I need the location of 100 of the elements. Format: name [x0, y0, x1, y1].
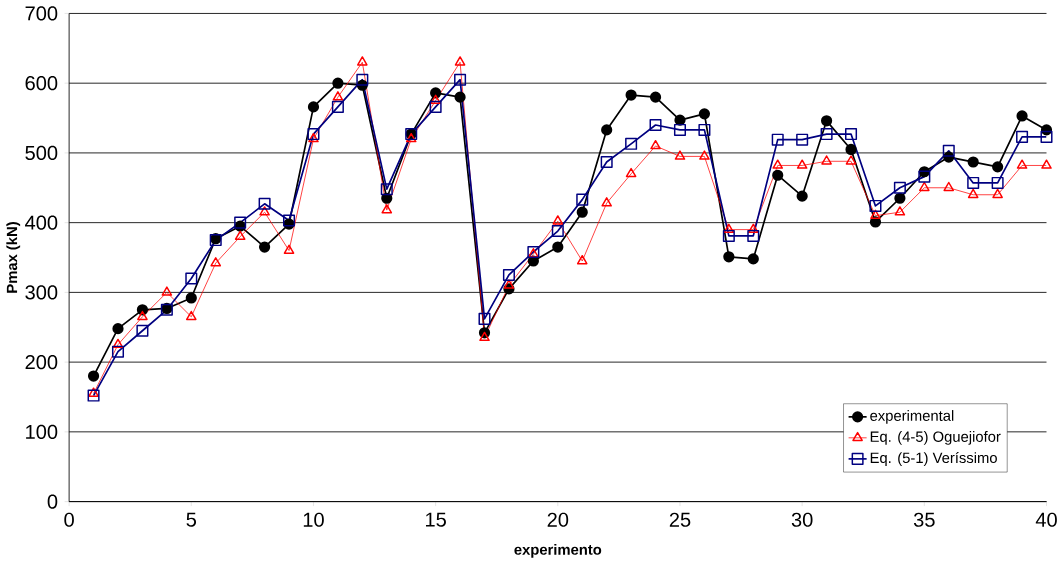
- point: [992, 188, 1003, 199]
- x-tick-label: 5: [186, 512, 197, 527]
- point: [747, 229, 760, 242]
- y-tick-label: 700: [25, 6, 58, 21]
- point: [698, 108, 711, 120]
- point: [845, 128, 858, 141]
- x-tick-label: 35: [913, 512, 935, 527]
- point: [772, 169, 784, 181]
- point: [405, 132, 417, 143]
- point: [1016, 110, 1028, 122]
- y-tick-label: 200: [25, 354, 58, 370]
- point: [747, 253, 759, 265]
- point: [234, 216, 247, 229]
- point: [893, 181, 906, 194]
- point: [479, 331, 490, 342]
- point: [625, 89, 637, 101]
- x-tick-label: 15: [426, 512, 446, 527]
- x-tick-label: 40: [1035, 512, 1057, 527]
- point: [1016, 130, 1029, 143]
- point: [942, 144, 955, 157]
- x-tick-label: 10: [303, 512, 324, 527]
- point: [820, 128, 833, 141]
- point: [478, 312, 491, 325]
- point: [967, 156, 979, 168]
- point: [967, 188, 979, 199]
- point: [381, 204, 393, 214]
- x-tick-label: 0: [64, 512, 74, 527]
- point: [625, 167, 637, 178]
- point: [136, 324, 149, 337]
- y-axis-title: Pmax (kN): [6, 222, 21, 293]
- point: [332, 91, 344, 101]
- point: [258, 197, 271, 210]
- point: [111, 345, 125, 358]
- point: [307, 128, 320, 141]
- point: [87, 370, 100, 382]
- point: [551, 224, 564, 237]
- point: [332, 77, 344, 89]
- y-tick-label: 400: [25, 215, 58, 230]
- point: [796, 190, 808, 202]
- point: [870, 209, 881, 220]
- x-tick-label: 20: [547, 512, 569, 527]
- point: [869, 199, 882, 212]
- point: [1016, 159, 1028, 169]
- point: [502, 268, 515, 281]
- point: [1041, 159, 1052, 169]
- point: [161, 286, 173, 296]
- point: [185, 310, 197, 321]
- point: [357, 56, 368, 66]
- point: [845, 155, 857, 165]
- point: [259, 206, 270, 216]
- point: [503, 279, 515, 289]
- point: [649, 118, 662, 131]
- point: [1040, 130, 1053, 143]
- point: [772, 159, 784, 169]
- point: [625, 137, 638, 150]
- point: [698, 123, 711, 136]
- y-tick-label: 100: [26, 424, 58, 439]
- point: [356, 73, 369, 86]
- point: [576, 206, 588, 218]
- point: [307, 101, 320, 113]
- point: [943, 181, 955, 192]
- point: [992, 161, 1004, 173]
- point: [796, 133, 809, 146]
- point: [454, 56, 466, 66]
- legend-label: Eq. (4-5) Oguejiofor: [870, 430, 1001, 445]
- x-tick-label: 30: [791, 512, 813, 527]
- point: [283, 244, 295, 254]
- y-tick-label: 0: [47, 494, 58, 509]
- y-tick-label: 500: [25, 145, 58, 160]
- point: [88, 387, 99, 397]
- point: [137, 310, 148, 321]
- legend-label: experimental: [870, 410, 954, 424]
- point: [722, 229, 735, 242]
- point: [430, 94, 441, 104]
- point: [576, 193, 589, 206]
- point: [234, 230, 246, 240]
- point: [747, 223, 759, 233]
- point: [210, 257, 222, 267]
- point: [674, 114, 686, 126]
- point: [258, 241, 271, 253]
- point: [601, 197, 612, 207]
- point: [576, 254, 588, 265]
- point: [429, 100, 442, 113]
- point: [674, 150, 686, 160]
- point: [673, 123, 687, 136]
- point: [894, 192, 906, 204]
- point: [283, 214, 296, 227]
- point: [869, 216, 882, 228]
- point: [552, 241, 564, 253]
- x-axis-title: experimento: [514, 543, 602, 558]
- point: [919, 181, 930, 192]
- point: [649, 91, 662, 103]
- point: [308, 132, 319, 143]
- point: [454, 73, 467, 86]
- x-tick-label: 25: [669, 512, 691, 527]
- point: [820, 115, 833, 127]
- point: [112, 338, 124, 349]
- y-tick-label: 600: [25, 76, 58, 91]
- point: [380, 183, 393, 196]
- point: [991, 176, 1004, 189]
